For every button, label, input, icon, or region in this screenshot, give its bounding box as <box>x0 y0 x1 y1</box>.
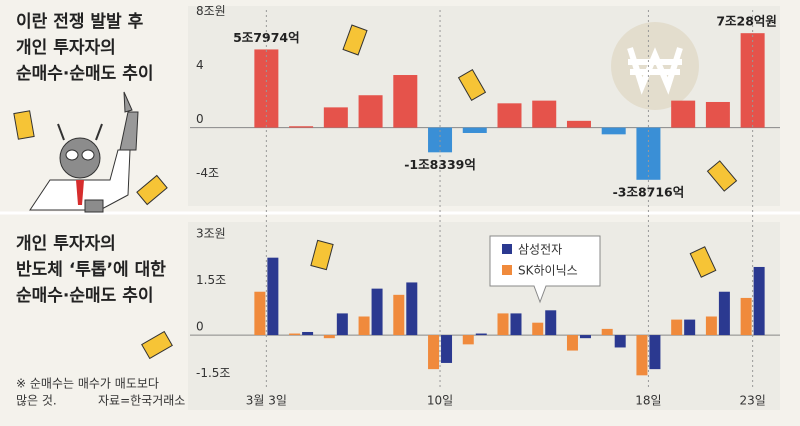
plot-area <box>188 222 780 410</box>
bar <box>371 288 383 336</box>
bar <box>671 100 696 128</box>
x-tick-label: 18일 <box>635 394 661 408</box>
chart-title: 개인 투자자의 <box>16 38 116 58</box>
bar <box>267 257 279 336</box>
bar <box>614 335 626 348</box>
bar <box>510 313 522 336</box>
bar <box>393 75 418 128</box>
bar <box>566 120 591 128</box>
y-tick-label: 0 <box>196 320 204 334</box>
bar <box>740 297 752 336</box>
chart-title: 순매수·순매도 추이 <box>16 64 154 84</box>
footnote: ※ 순매수는 매수가 매도보다 <box>16 377 159 391</box>
y-tick-label: 3조원 <box>196 227 226 241</box>
bar <box>532 322 544 336</box>
legend-label: SK하이닉스 <box>518 264 578 278</box>
money-bills <box>13 24 738 360</box>
chart-title: 개인 투자자의 <box>16 234 116 254</box>
chart-title: 이란 전쟁 발발 후 <box>16 11 144 32</box>
x-tick-label: 10일 <box>427 394 453 408</box>
bar <box>441 335 453 363</box>
bar <box>289 126 314 128</box>
bar <box>428 335 440 370</box>
source: 자료=한국거래소 <box>98 394 185 408</box>
x-tick-label: 23일 <box>739 394 765 408</box>
bar <box>601 328 613 336</box>
coin <box>611 22 699 110</box>
bar <box>475 333 487 336</box>
y-tick-label: 8조원 <box>196 4 226 18</box>
bar <box>705 316 717 336</box>
bar <box>289 333 301 336</box>
bar <box>684 319 696 336</box>
bar <box>323 335 335 339</box>
bar <box>649 335 661 370</box>
bar <box>753 266 765 336</box>
bar <box>336 313 348 336</box>
data-label: -1조8339억 <box>404 157 476 172</box>
footnote: 많은 것. <box>16 394 57 408</box>
x-tick-label: 3월 3일 <box>246 394 287 408</box>
y-tick-label: 1.5조 <box>196 273 226 287</box>
bar <box>462 335 474 345</box>
legend <box>489 235 601 304</box>
bar <box>532 100 557 128</box>
chart-title: 순매수·순매도 추이 <box>16 286 154 306</box>
bar <box>579 335 591 339</box>
bar <box>462 127 487 133</box>
legend-label: 삼성전자 <box>518 243 562 257</box>
y-tick-label: 4 <box>196 58 204 72</box>
bar <box>254 291 266 336</box>
chart-title: 반도체 ‘투톱’에 대한 <box>16 260 166 280</box>
character <box>29 91 139 213</box>
bar <box>545 310 557 336</box>
bar <box>323 107 348 128</box>
bar <box>601 127 626 135</box>
bar <box>566 335 578 351</box>
bar <box>636 335 648 376</box>
bar <box>497 103 522 128</box>
bar <box>358 316 370 336</box>
data-label: 5조7974억 <box>233 30 300 45</box>
y-tick-label: -4조 <box>196 166 219 180</box>
bar <box>497 313 509 336</box>
y-tick-label: -1.5조 <box>196 366 230 380</box>
bar <box>302 331 314 336</box>
bar <box>406 282 418 336</box>
bar <box>393 294 405 336</box>
bar <box>358 95 383 128</box>
data-label: 7조28억원 <box>716 14 777 29</box>
bar <box>254 49 279 128</box>
bar <box>718 291 730 336</box>
legend-swatch <box>502 244 512 254</box>
y-tick-label: 0 <box>196 112 204 126</box>
bar <box>705 101 730 128</box>
legend-swatch <box>502 265 512 275</box>
bar <box>671 319 683 336</box>
